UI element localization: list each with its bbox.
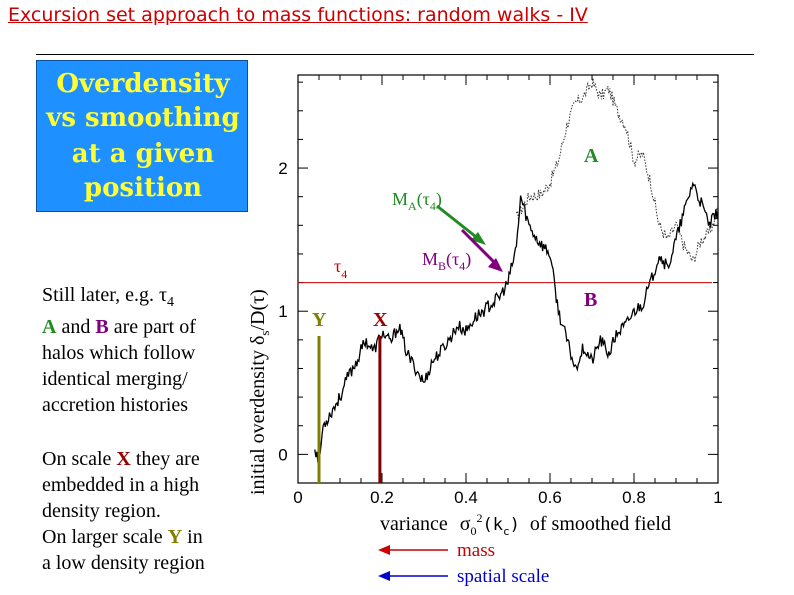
y-tick-label-1: 1 (278, 302, 287, 321)
box-line-1: Overdensity (56, 69, 230, 99)
box-line-3: at a given (71, 139, 215, 169)
y-tick-label-2: 2 (278, 159, 287, 178)
spatial-arrowhead (378, 571, 390, 581)
annotation-MA: MA(τ4) (392, 189, 442, 213)
text-line-7: embedded in a high (42, 474, 200, 496)
annotation-MA-arrow (436, 204, 481, 242)
x-tick-label-5: 1 (713, 488, 722, 507)
box-line-4: position (83, 173, 203, 203)
text-tau-sub: 4 (167, 295, 174, 310)
title-divider (36, 54, 754, 55)
y-tick-labels: 0 1 2 (278, 159, 287, 464)
summary-box: Overdensity vs smoothing at a given posi… (36, 60, 248, 212)
annotation-MA-arrowhead (471, 232, 486, 245)
legend-spatial: spatial scale (457, 566, 549, 587)
y-tick-label-0: 0 (278, 445, 287, 464)
text-line-5: accretion histories (42, 394, 189, 416)
x-tick-label-1: 0.2 (370, 488, 394, 507)
series-B-line (314, 181, 719, 463)
annotation-MB-arrow (460, 228, 498, 266)
text-line-4: identical merging/ (42, 368, 188, 390)
text-line-10: a low density region (42, 552, 205, 574)
text-on-larger-scale: On larger scale (42, 526, 168, 548)
text-line-2: A and B are part of (42, 314, 196, 340)
text-and: and (56, 316, 96, 338)
legend-mass: mass (457, 540, 495, 561)
marker-X-label: X (373, 309, 388, 331)
text-Y: Y (167, 526, 183, 548)
text-X: X (116, 448, 131, 470)
x-axis-label: variance σ02(kc) of smoothed field (380, 511, 671, 538)
text-B: B (95, 316, 109, 338)
x-tick-label-2: 0.4 (454, 488, 478, 507)
annotation-MB-arrowhead (488, 258, 503, 272)
series-A-line (515, 78, 719, 263)
series-A-label: A (584, 145, 599, 167)
x-tick-label-0: 0 (293, 488, 302, 507)
marker-Y-label: Y (312, 309, 327, 331)
text-still-later: Still later, e.g. τ (42, 284, 167, 306)
annotation-MB: MB(τ4) (422, 249, 471, 273)
x-tick-label-4: 0.8 (622, 488, 646, 507)
threshold-label: τ4 (334, 256, 347, 281)
text-they-are: they are (130, 448, 200, 470)
x-tick-labels: 0 0.2 0.4 0.6 0.8 1 (293, 488, 722, 507)
text-line-9: On larger scale Y in (42, 524, 203, 550)
box-line-2: vs smoothing (46, 103, 240, 133)
text-line-1: Still later, e.g. τ4 (42, 282, 174, 316)
mass-arrowhead (378, 545, 390, 555)
series-B-label: B (584, 289, 597, 311)
text-line-8: density region. (42, 500, 161, 522)
text-on-scale: On scale (42, 448, 117, 470)
text-part-of: are part of (108, 316, 196, 338)
text-line-6: On scale X they are (42, 446, 200, 472)
text-in: in (182, 526, 203, 548)
slide-title: Excursion set approach to mass functions… (8, 4, 588, 26)
text-line-3: halos which follow (42, 342, 196, 364)
x-tick-label-3: 0.6 (538, 488, 562, 507)
y-axis-label: initial overdensity δs/D(τ) (247, 289, 272, 495)
text-A: A (42, 316, 57, 338)
